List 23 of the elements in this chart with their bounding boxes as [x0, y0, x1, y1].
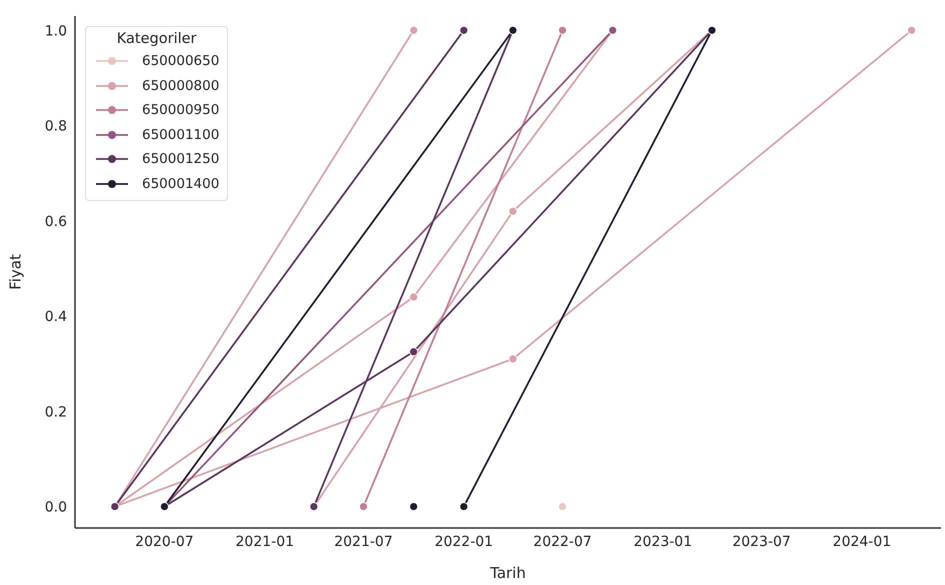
- y-axis-title: Fiyat: [6, 254, 24, 290]
- x-tick-label: 2022-07: [533, 534, 592, 550]
- x-tick-label: 2023-07: [732, 534, 791, 550]
- legend-label: 650001400: [142, 176, 220, 192]
- x-tick-label: 2023-01: [634, 534, 692, 550]
- x-tick-label: 2020-07: [135, 534, 194, 550]
- legend-title: Kategoriler: [116, 31, 198, 47]
- x-tick-label: 2021-07: [334, 534, 393, 550]
- y-tick-label: 0.8: [44, 118, 67, 135]
- y-tick-label: 1.0: [44, 23, 67, 40]
- y-tick-label: 0.0: [44, 500, 67, 516]
- legend-label: 650001100: [142, 126, 220, 143]
- x-axis-title: Tarih: [489, 564, 526, 582]
- legend-label: 650000950: [142, 102, 220, 118]
- y-tick-label: 0.2: [44, 404, 67, 420]
- x-tick-label: 2021-01: [236, 534, 294, 550]
- x-tick-label: 2024-01: [832, 534, 892, 550]
- legend-label: 650001250: [142, 151, 220, 168]
- y-tick-label: 0.4: [44, 309, 68, 326]
- legend-label: 650000650: [142, 53, 220, 70]
- legend-label: 650000800: [142, 78, 220, 94]
- y-tick-label: 0.6: [44, 214, 68, 230]
- x-tick-label: 2022-01: [434, 534, 494, 550]
